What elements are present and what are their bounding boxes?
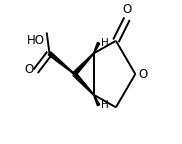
Text: HO: HO — [27, 34, 45, 47]
Polygon shape — [73, 53, 94, 75]
Polygon shape — [48, 52, 75, 74]
Text: O: O — [24, 63, 33, 76]
Polygon shape — [94, 95, 100, 106]
Text: O: O — [122, 3, 132, 16]
Text: H: H — [101, 38, 109, 48]
Polygon shape — [94, 42, 100, 53]
Polygon shape — [73, 73, 94, 95]
Text: O: O — [139, 68, 148, 80]
Text: H: H — [101, 100, 109, 110]
